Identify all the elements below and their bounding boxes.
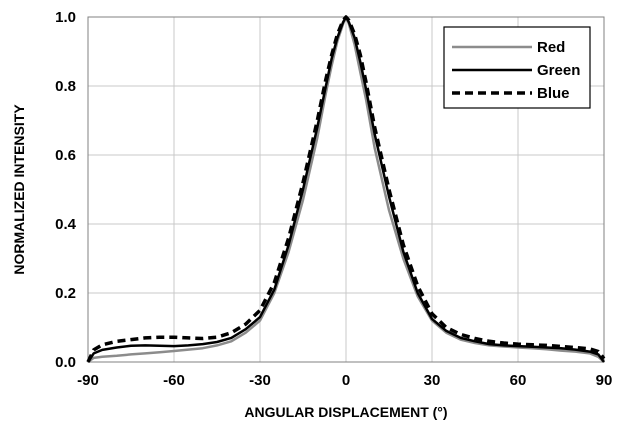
- x-tick-label: 30: [424, 372, 441, 389]
- legend-label-green: Green: [537, 62, 580, 79]
- x-tick-labels: -90 -60 -30 0 30 60 90: [77, 372, 612, 389]
- y-axis-title: NORMALIZED INTENSITY: [11, 104, 27, 275]
- legend: Red Green Blue: [443, 26, 591, 109]
- y-tick-label: 0.8: [55, 78, 76, 95]
- y-tick-label: 0.0: [55, 354, 76, 371]
- x-tick-label: -60: [163, 372, 185, 389]
- y-tick-label: 0.6: [55, 147, 76, 164]
- series-line-blue: [86, 15, 606, 363]
- y-tick-label: 1.0: [55, 9, 76, 26]
- y-tick-labels: 0.0 0.2 0.4 0.6 0.8 1.0: [55, 9, 77, 371]
- y-tick-label: 0.4: [55, 216, 77, 233]
- series-lines: [86, 15, 606, 364]
- x-tick-label: -90: [77, 372, 99, 389]
- x-tick-label: -30: [249, 372, 271, 389]
- legend-label-blue: Blue: [537, 85, 570, 102]
- x-tick-label: 90: [596, 372, 613, 389]
- y-tick-label: 0.2: [55, 285, 76, 302]
- x-tick-label: 0: [342, 372, 350, 389]
- x-tick-label: 60: [510, 372, 527, 389]
- x-axis-title: ANGULAR DISPLACEMENT (°): [244, 404, 447, 420]
- legend-label-red: Red: [537, 39, 565, 56]
